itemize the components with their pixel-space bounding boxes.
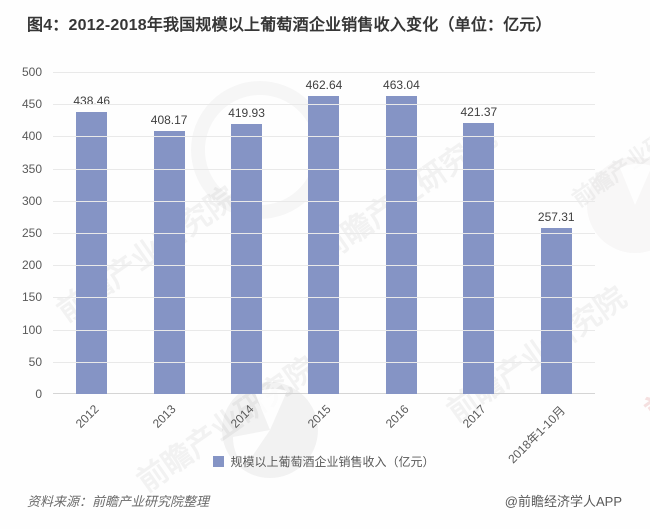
x-tick: 2015 xyxy=(285,394,362,458)
gridline xyxy=(53,200,595,202)
bars: 438.46 408.17 419.93 462.64 463.04 421.37 257.… xyxy=(53,72,595,394)
bar-value-label: 408.17 xyxy=(150,113,188,128)
bar-slot: 408.17 xyxy=(130,72,207,394)
y-tick-label: 500 xyxy=(21,65,42,79)
credit-note: @前瞻经济学人APP xyxy=(504,494,622,509)
bar-value-label: 421.37 xyxy=(460,104,498,119)
bar-value-label: 257.31 xyxy=(537,210,575,225)
gridline xyxy=(53,265,595,267)
x-axis-labels: 2012 2013 2014 2015 2016 2017 2018年1-10月 xyxy=(53,394,595,466)
bar-slot: 463.04 xyxy=(363,72,440,394)
gridline xyxy=(53,297,595,299)
x-tick: 2014 xyxy=(208,394,285,458)
x-tick: 2012 xyxy=(53,394,130,458)
watermark-text-red: 前瞻产业研究院 xyxy=(639,281,650,429)
x-tick: 2016 xyxy=(363,394,440,458)
y-tick-label: 150 xyxy=(21,290,42,305)
bar-slot: 462.64 xyxy=(285,72,362,394)
bar xyxy=(308,96,340,394)
bar xyxy=(540,228,572,394)
y-tick-label: 450 xyxy=(21,97,42,112)
gridline xyxy=(53,361,595,363)
bar-slot: 421.37 xyxy=(440,72,517,394)
bar xyxy=(76,111,108,394)
x-tick: 2017 xyxy=(440,394,517,458)
bar-value-label: 438.46 xyxy=(73,93,111,108)
y-tick-label: 300 xyxy=(21,193,42,208)
legend-swatch-icon xyxy=(213,456,225,467)
bar xyxy=(463,122,495,394)
bar-value-label: 462.64 xyxy=(305,78,343,93)
x-tick-label: 2017 xyxy=(459,402,489,431)
gridline xyxy=(53,329,595,331)
y-tick-label: 100 xyxy=(21,322,42,337)
bar-slot: 257.31 xyxy=(518,72,595,394)
bar xyxy=(153,131,185,394)
legend: 规模以上葡萄酒企业销售收入（亿元） xyxy=(53,453,595,470)
y-tick-label: 0 xyxy=(35,387,42,401)
x-tick: 2013 xyxy=(130,394,207,458)
legend-label: 规模以上葡萄酒企业销售收入（亿元） xyxy=(230,455,435,469)
gridline xyxy=(53,168,595,170)
y-tick-label: 200 xyxy=(21,258,42,273)
gridline xyxy=(53,233,595,234)
y-tick-label: 350 xyxy=(21,161,42,176)
watermark-text-red: 前瞻产业研究院 xyxy=(635,421,650,529)
bar-value-label: 463.04 xyxy=(383,77,420,92)
x-tick-label: 2013 xyxy=(150,402,180,431)
y-axis-labels: 0 50 100 150 200 250 300 350 400 450 500 xyxy=(0,65,46,401)
bar-slot: 438.46 xyxy=(53,72,130,394)
page-title: 图4：2012-2018年我国规模以上葡萄酒企业销售收入变化（单位：亿元） xyxy=(27,17,552,34)
source-note: 资料来源：前瞻产业研究院整理 xyxy=(27,494,210,509)
bar-value-label: 419.93 xyxy=(228,105,265,120)
gridline xyxy=(53,104,595,106)
plot-area: 438.46 408.17 419.93 462.64 463.04 421.37 257.… xyxy=(53,72,595,394)
y-tick-label: 250 xyxy=(21,226,42,240)
bar xyxy=(231,123,263,394)
x-tick: 2018年1-10月 xyxy=(505,394,595,466)
bar xyxy=(385,95,417,394)
y-tick-label: 50 xyxy=(28,354,42,369)
gridline xyxy=(53,72,595,73)
x-tick-label: 2014 xyxy=(227,402,257,431)
x-tick-label: 2012 xyxy=(72,402,102,431)
x-tick-label: 2016 xyxy=(382,402,412,431)
y-tick-label: 400 xyxy=(21,129,42,144)
x-tick-label: 2015 xyxy=(305,402,334,431)
gridline xyxy=(53,136,595,138)
